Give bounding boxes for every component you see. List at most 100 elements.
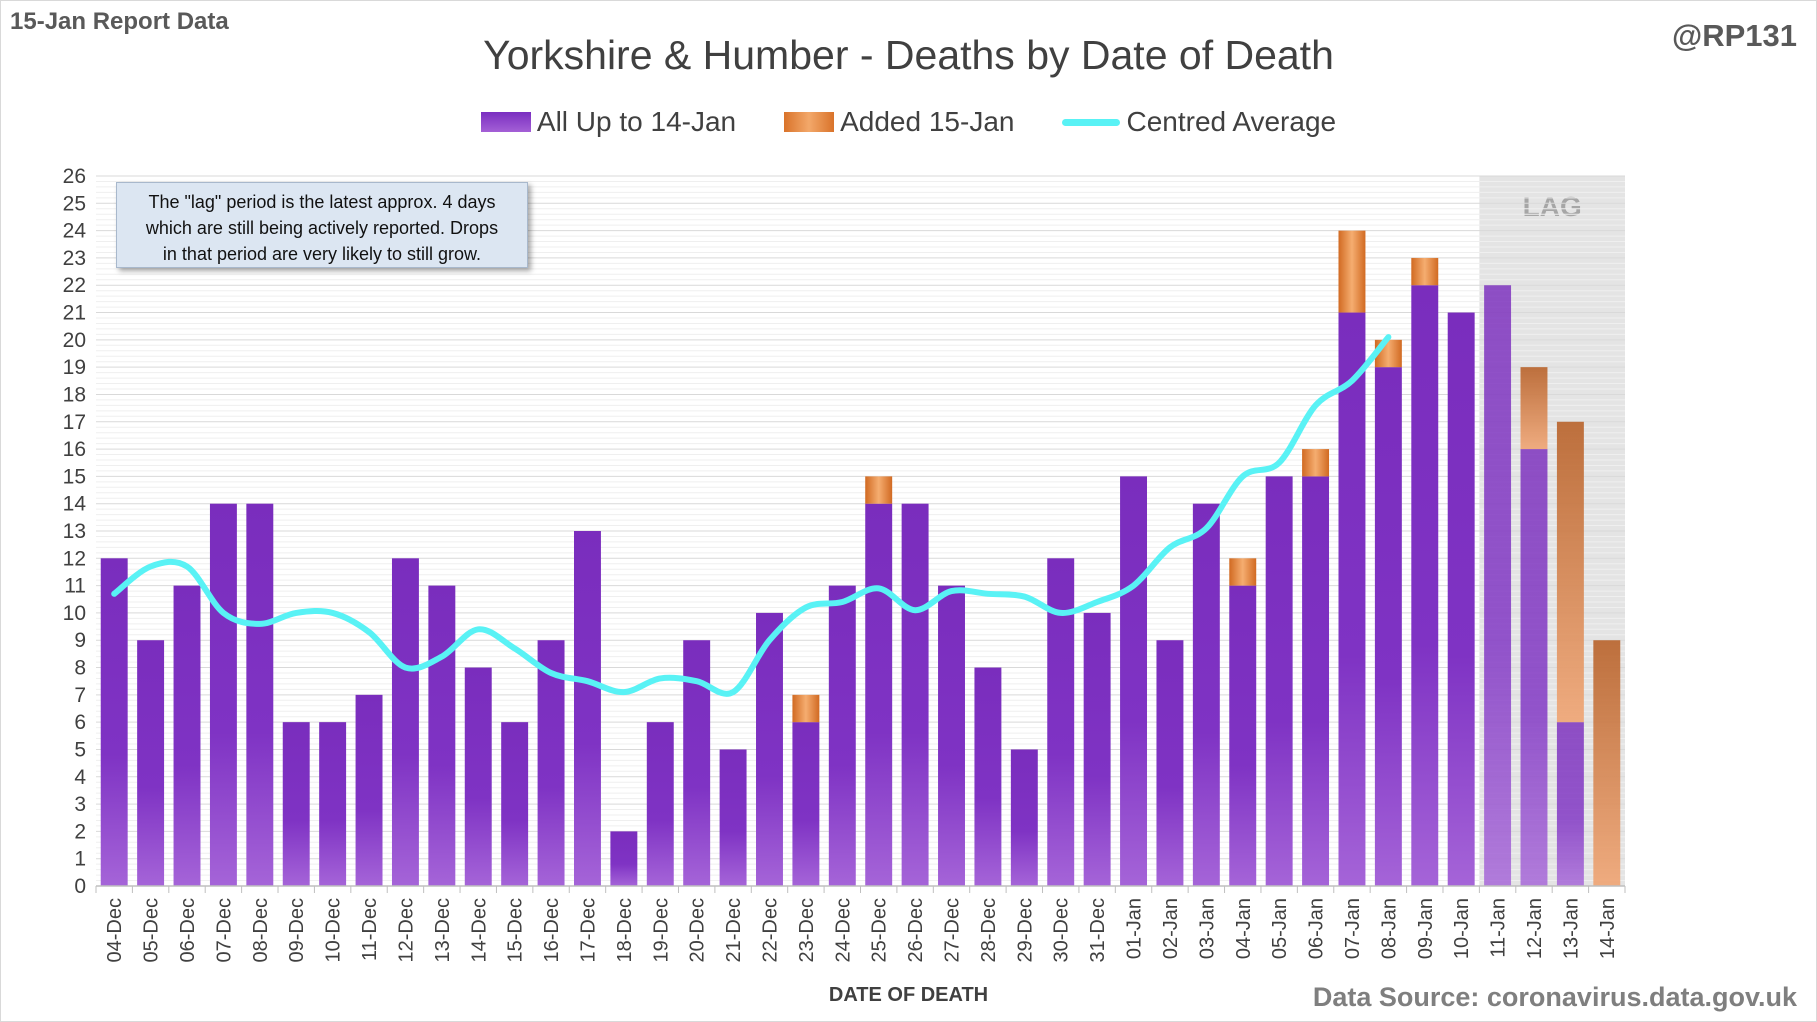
bar-all-up-to [1120,476,1148,886]
x-tick-label: 06-Jan [1306,898,1328,959]
x-tick-label: 04-Jan [1233,898,1255,959]
x-tick-label: 23-Dec [796,898,818,962]
bar-added [1520,367,1548,450]
centred-average-line [111,334,1392,697]
x-tick-label: 13-Dec [432,898,454,962]
y-tick-label: 17 [63,411,86,434]
bar-all-up-to [828,585,856,886]
bar-all-up-to [901,503,929,886]
chart-legend: All Up to 14-Jan Added 15-Jan Centred Av… [0,106,1817,138]
bar-all-up-to [1192,503,1220,886]
y-tick-label: 19 [63,356,86,379]
bar-all-up-to [865,503,893,886]
bar-all-up-to [1374,367,1402,887]
legend-swatch-line [1062,118,1121,126]
bar-added [865,476,893,504]
y-tick-label: 7 [74,684,86,707]
y-tick-label: 12 [63,547,86,570]
x-tick-label: 09-Dec [286,898,308,962]
lag-note-line-1: The "lag" period is the latest approx. 4… [148,192,496,212]
x-tick-label: 11-Jan [1488,898,1510,958]
bar-added [1229,558,1257,586]
x-tick-label: 26-Dec [905,898,927,962]
y-tick-label: 1 [74,848,86,871]
x-tick-label: 30-Dec [1051,898,1073,962]
x-tick-label: 11-Dec [359,898,381,961]
bar-all-up-to [537,640,565,886]
bar-all-up-to [646,722,674,886]
bar-all-up-to [1010,749,1038,886]
bar-all-up-to [391,558,419,886]
chart-title: Yorkshire & Humber - Deaths by Date of D… [483,32,1334,78]
y-tick-label: 6 [74,711,86,734]
data-source: Data Source: coronavirus.data.gov.uk [1312,982,1797,1012]
bar-all-up-to [573,531,601,886]
x-tick-label: 21-Dec [723,898,745,962]
y-tick-label: 22 [63,274,86,297]
x-tick-label: 01-Jan [1124,898,1146,959]
y-tick-label: 24 [63,220,87,243]
x-tick-label: 15-Dec [505,898,527,962]
y-tick-label: 11 [64,575,86,598]
legend-swatch-orange [784,112,835,132]
lag-note-line-3: in that period are very likely to still … [162,244,482,264]
lag-note-line-2: which are still being actively reported.… [145,218,499,238]
bar-all-up-to [938,585,965,886]
x-tick-label: 13-Jan [1560,898,1582,959]
x-tick-label: 07-Jan [1342,898,1364,959]
lag-label: LAG [1523,191,1582,222]
y-tick-label: 15 [63,465,86,488]
bar-added [792,694,820,723]
y-tick-label: 16 [63,438,86,461]
x-tick-label: 05-Jan [1269,898,1291,959]
legend-item-added: Added 15-Jan [784,106,1014,138]
x-tick-label: 12-Dec [395,898,417,962]
x-tick-label: 03-Jan [1196,898,1218,959]
x-axis-title: DATE OF DEATH [828,984,989,1006]
x-tick-label: 19-Dec [650,898,672,962]
bar-all-up-to [1083,612,1111,886]
x-tick-label: 08-Jan [1378,898,1400,959]
x-tick-label: 31-Dec [1087,898,1109,962]
report-label: 15-Jan Report Data [10,8,229,35]
bar-all-up-to [246,503,274,886]
y-tick-label: 9 [74,629,86,652]
bar-all-up-to [719,749,747,886]
bar-all-up-to [428,585,456,886]
lag-note: The "lag" period is the latest approx. 4… [116,182,528,268]
x-tick-label: 06-Dec [177,898,199,962]
y-tick-label: 8 [74,657,86,680]
legend-label-average: Centred Average [1126,106,1337,137]
x-tick-label: 28-Dec [978,898,1000,962]
bar-all-up-to [1556,722,1584,886]
y-tick-label: 4 [74,766,86,789]
bar-all-up-to [974,667,1002,886]
y-tick-label: 14 [63,493,87,516]
bar-all-up-to [610,831,638,886]
y-tick-label: 18 [63,383,86,406]
bar-all-up-to [1265,476,1293,886]
x-tick-label: 22-Dec [759,898,781,962]
bar-all-up-to [1484,285,1512,886]
x-tick-label: 10-Dec [323,898,345,962]
legend-item-all-up-to: All Up to 14-Jan [480,106,736,138]
x-tick-label: 17-Dec [577,898,599,962]
y-tick-label: 20 [63,329,86,352]
x-tick-label: 24-Dec [832,898,854,962]
legend-item-average: Centred Average [1062,106,1336,138]
bar-all-up-to [100,558,128,886]
bar-added [1338,230,1366,313]
x-tick-label: 18-Dec [614,898,636,962]
y-tick-label: 10 [63,602,86,625]
y-tick-label: 0 [74,875,86,898]
x-tick-label: 10-Jan [1451,898,1473,959]
bar-all-up-to [1156,640,1184,886]
legend-label-added: Added 15-Jan [840,106,1015,137]
x-tick-label: 09-Jan [1415,898,1437,959]
bar-added [1556,421,1584,723]
x-tick-label: 04-Dec [104,898,126,962]
bar-added [1593,640,1621,886]
bar-all-up-to [173,585,201,886]
x-tick-label: 20-Dec [687,898,709,962]
